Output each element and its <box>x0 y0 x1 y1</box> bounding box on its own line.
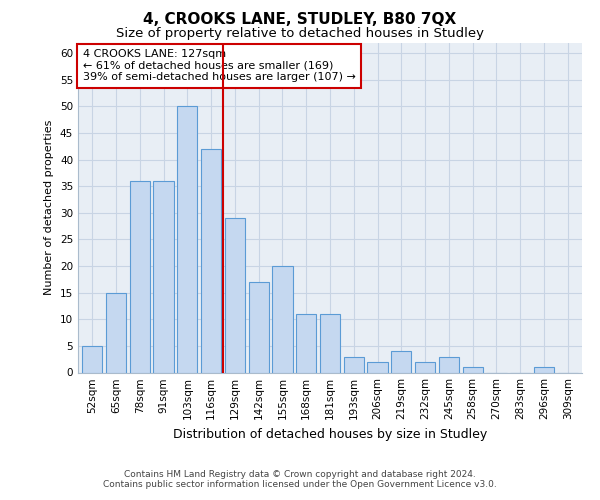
Bar <box>367 362 388 372</box>
Bar <box>225 218 245 372</box>
Text: Size of property relative to detached houses in Studley: Size of property relative to detached ho… <box>116 28 484 40</box>
Bar <box>439 356 459 372</box>
Bar <box>248 282 269 372</box>
Bar <box>534 367 554 372</box>
Bar <box>130 181 150 372</box>
Text: 4 CROOKS LANE: 127sqm
← 61% of detached houses are smaller (169)
39% of semi-det: 4 CROOKS LANE: 127sqm ← 61% of detached … <box>83 49 356 82</box>
Text: 4, CROOKS LANE, STUDLEY, B80 7QX: 4, CROOKS LANE, STUDLEY, B80 7QX <box>143 12 457 28</box>
X-axis label: Distribution of detached houses by size in Studley: Distribution of detached houses by size … <box>173 428 487 441</box>
Bar <box>391 351 412 372</box>
Bar <box>154 181 173 372</box>
Text: Contains HM Land Registry data © Crown copyright and database right 2024.
Contai: Contains HM Land Registry data © Crown c… <box>103 470 497 489</box>
Bar <box>463 367 483 372</box>
Bar <box>82 346 103 372</box>
Bar <box>296 314 316 372</box>
Bar <box>415 362 435 372</box>
Bar <box>344 356 364 372</box>
Bar <box>320 314 340 372</box>
Y-axis label: Number of detached properties: Number of detached properties <box>44 120 55 295</box>
Bar <box>177 106 197 372</box>
Bar <box>272 266 293 372</box>
Bar <box>106 292 126 372</box>
Bar <box>201 149 221 372</box>
